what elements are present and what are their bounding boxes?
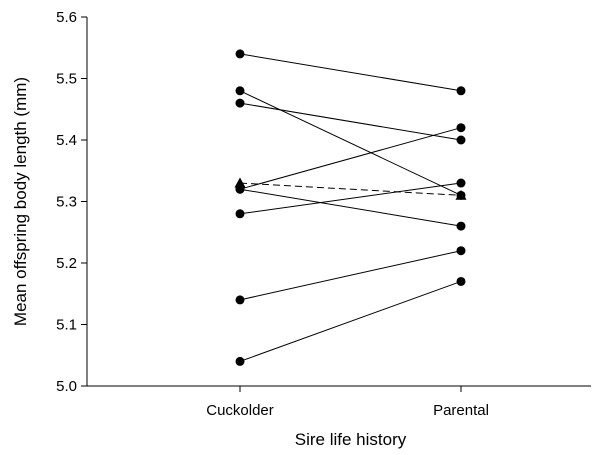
y-axis-title: Mean offspring body length (mm) bbox=[11, 77, 30, 326]
x-tick-label: Cuckolder bbox=[206, 402, 274, 419]
series-line bbox=[240, 251, 461, 300]
series-line bbox=[240, 281, 461, 361]
data-point bbox=[457, 179, 466, 188]
series-line bbox=[240, 103, 461, 140]
y-tick-label: 5.3 bbox=[56, 194, 77, 211]
data-point-triangle bbox=[235, 178, 246, 188]
y-tick-label: 5.0 bbox=[56, 378, 77, 395]
data-point bbox=[457, 246, 466, 255]
data-point bbox=[236, 86, 245, 95]
series-7 bbox=[236, 179, 466, 219]
series-1 bbox=[236, 49, 466, 95]
data-point bbox=[457, 222, 466, 231]
y-tick-label: 5.2 bbox=[56, 255, 77, 272]
data-point bbox=[236, 49, 245, 58]
data-point bbox=[236, 295, 245, 304]
series-9 bbox=[236, 277, 466, 366]
series-line bbox=[240, 183, 461, 214]
data-point bbox=[457, 136, 466, 145]
series-line bbox=[240, 54, 461, 91]
series-line bbox=[240, 183, 461, 195]
data-point bbox=[236, 357, 245, 366]
series-5 bbox=[236, 185, 466, 231]
series-4 bbox=[236, 123, 466, 194]
y-tick-label: 5.4 bbox=[56, 132, 77, 149]
data-point bbox=[457, 277, 466, 286]
data-point bbox=[236, 209, 245, 218]
data-point bbox=[457, 86, 466, 95]
series-8 bbox=[236, 246, 466, 304]
x-category-labels: Cuckolder Parental bbox=[206, 386, 489, 419]
series-2 bbox=[236, 86, 466, 200]
series-layer bbox=[235, 49, 467, 366]
x-axis-title: Sire life history bbox=[295, 430, 407, 449]
axes bbox=[87, 17, 591, 386]
data-point bbox=[457, 123, 466, 132]
y-tick-label: 5.6 bbox=[56, 9, 77, 26]
x-tick-label: Parental bbox=[433, 402, 489, 419]
series-line bbox=[240, 189, 461, 226]
y-tick-label: 5.1 bbox=[56, 317, 77, 334]
data-point bbox=[236, 99, 245, 108]
y-tick-label: 5.5 bbox=[56, 71, 77, 88]
y-ticks: 5.0 5.1 5.2 5.3 5.4 5.5 5.6 bbox=[56, 9, 87, 395]
